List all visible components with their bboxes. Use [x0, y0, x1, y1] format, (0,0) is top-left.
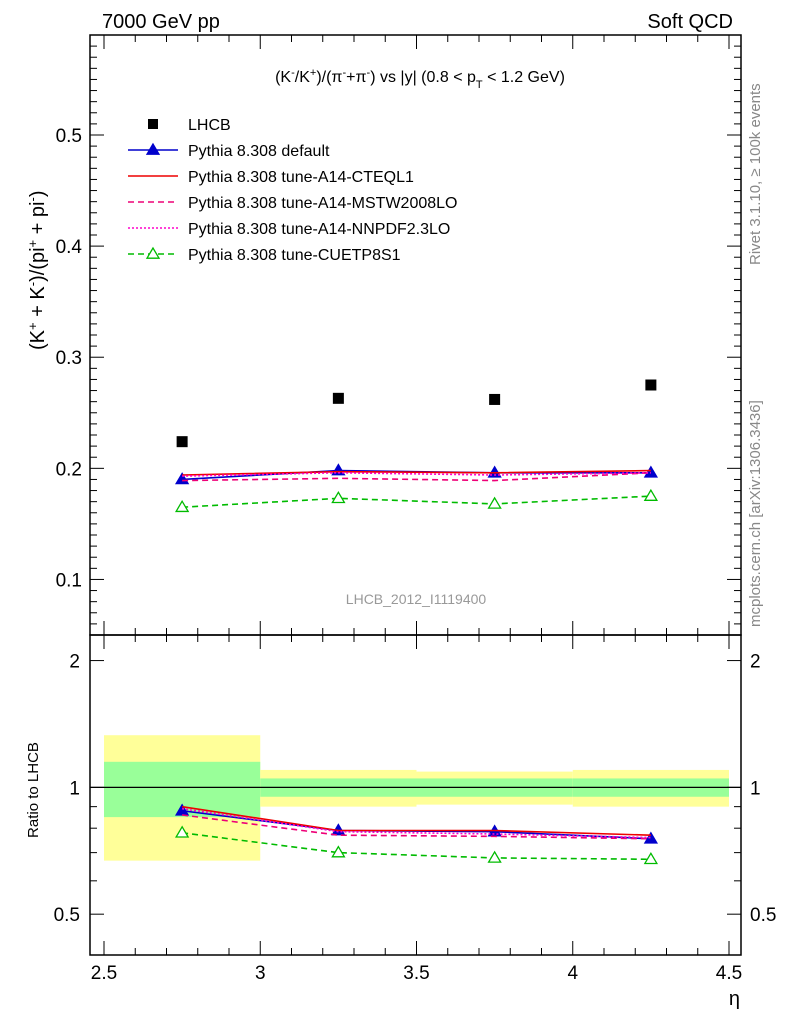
legend: LHCB Pythia 8.308 default Pythia 8.308 tun…: [128, 117, 457, 264]
series-point: [643, 488, 659, 501]
series-ratio-line: [182, 814, 651, 840]
series-ratio-line: [182, 807, 651, 839]
series-ratio-line: [182, 805, 651, 836]
y-tick-label: 0.2: [56, 459, 82, 480]
analysis-label: LHCB_2012_I1119400: [346, 591, 487, 607]
series-group: [174, 488, 659, 865]
x-tick-label: 4.5: [716, 963, 742, 984]
legend-marker: [145, 246, 161, 259]
header-left: 7000 GeV pp: [102, 11, 220, 33]
series-ratio-point: [643, 831, 659, 844]
ratio-panel-frame: [89, 634, 742, 956]
ratio-tick-label-right: 1: [750, 778, 761, 799]
ratio-y-axis-label: Ratio to LHCB: [25, 742, 42, 838]
chart-title: (K-/K+)/(π-+π-) vs |y| (0.8 < pT < 1.2 G…: [275, 67, 565, 91]
data-point: [176, 436, 188, 448]
x-axis-label: η: [729, 988, 740, 1010]
series-line: [182, 471, 651, 482]
ratio-bands: [90, 735, 741, 861]
legend-label: Pythia 8.308 tune-A14-NNPDF2.3LO: [188, 221, 450, 238]
x-tick-label: 3: [255, 963, 266, 984]
x-tick-label: 4: [567, 963, 578, 984]
ratio-tick-label-right: 0.5: [750, 905, 776, 926]
ratio-tick-label: 2: [69, 652, 80, 673]
series-group: [182, 469, 651, 836]
y-tick-label: 0.4: [56, 237, 83, 258]
data-point: [332, 392, 344, 404]
ratio-tick-label-right: 2: [750, 652, 761, 673]
series-ratio-line: [182, 832, 651, 861]
rivet-label: Rivet 3.1.10, ≥ 100k events: [747, 83, 764, 265]
series-point: [643, 465, 659, 478]
legend-marker: [148, 119, 158, 129]
legend-marker: [145, 142, 161, 155]
series-ratio-point: [487, 850, 502, 863]
legend-label: Pythia 8.308 default: [188, 143, 330, 160]
series-ratio-point: [643, 851, 659, 865]
y-tick-label: 0.3: [56, 348, 82, 369]
series-layer: [174, 379, 659, 865]
series-point: [331, 491, 346, 504]
series-line: [182, 495, 651, 509]
series-group: [182, 471, 651, 840]
series-line: [182, 469, 651, 476]
y-tick-label: 0.1: [56, 570, 82, 591]
series-ratio-point: [174, 803, 190, 816]
series-point: [174, 499, 190, 513]
mcplots-label: mcplots.cern.ch [arXiv:1306.3436]: [747, 400, 764, 627]
x-tick-label: 3.5: [403, 963, 429, 984]
legend-label: Pythia 8.308 tune-A14-CTEQL1: [188, 169, 414, 186]
ratio-tick-label: 0.5: [54, 905, 80, 926]
legend-label: LHCB: [188, 117, 231, 134]
data-point: [645, 379, 657, 391]
series-group: [182, 471, 651, 839]
y-tick-label: 0.5: [56, 126, 82, 147]
series-ratio-point: [331, 845, 346, 858]
data-series: [176, 379, 657, 448]
x-tick-label: 2.5: [91, 963, 117, 984]
header-right: Soft QCD: [647, 11, 733, 33]
y-axis-label: (K+ + K-)/(pi+ + pi-): [25, 191, 50, 351]
ratio-tick-label: 1: [69, 778, 80, 799]
series-ratio-point: [174, 825, 190, 838]
series-point: [487, 496, 502, 509]
data-point: [489, 393, 501, 405]
legend-label: Pythia 8.308 tune-CUETP8S1: [188, 247, 401, 264]
ratio-axes: 0.5 0.5 1 1 2 2: [54, 652, 776, 956]
legend-label: Pythia 8.308 tune-A14-MSTW2008LO: [188, 195, 457, 212]
